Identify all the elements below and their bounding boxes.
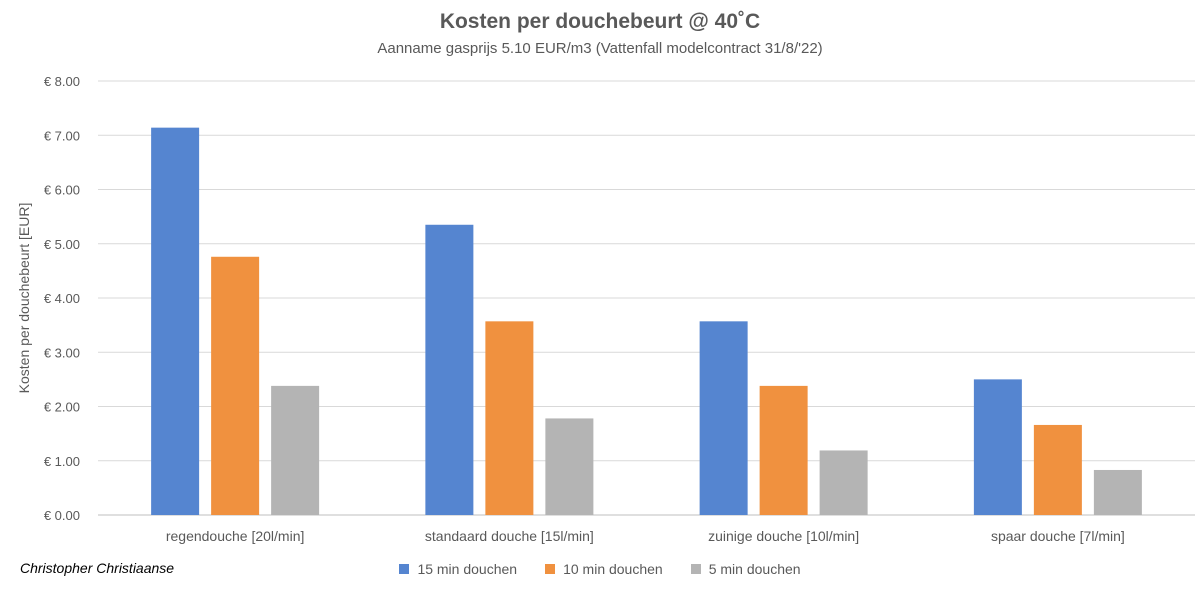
y-tick-label: € 3.00 xyxy=(44,345,80,360)
y-tick-label: € 5.00 xyxy=(44,237,80,252)
legend: 15 min douchen 10 min douchen 5 min douche… xyxy=(0,561,1200,577)
bar-5-min-douchen-2 xyxy=(819,450,868,515)
legend-item: 5 min douchen xyxy=(690,561,801,577)
bar-5-min-douchen-1 xyxy=(545,418,594,515)
y-tick-label: € 0.00 xyxy=(44,508,80,523)
bar-15-min-douchen-0 xyxy=(151,127,200,515)
legend-label: 15 min douchen xyxy=(417,561,518,577)
y-tick-label: € 6.00 xyxy=(44,183,80,198)
legend-swatch xyxy=(545,564,556,574)
legend-label: 5 min douchen xyxy=(708,561,801,577)
x-tick-label: spaar douche [7l/min] xyxy=(991,528,1125,544)
bar-10-min-douchen-2 xyxy=(759,385,808,515)
bar-15-min-douchen-1 xyxy=(425,224,474,515)
legend-label: 10 min douchen xyxy=(563,561,663,577)
bar-15-min-douchen-2 xyxy=(699,321,748,515)
bar-5-min-douchen-3 xyxy=(1093,469,1142,515)
y-tick-label: € 2.00 xyxy=(44,400,80,415)
chart-title: Kosten per douchebeurt @ 40˚C xyxy=(439,10,761,33)
y-tick-label: € 7.00 xyxy=(44,128,80,143)
x-tick-label: standaard douche [15l/min] xyxy=(425,528,594,544)
legend-swatch xyxy=(690,564,701,574)
bar-10-min-douchen-3 xyxy=(1033,424,1082,515)
y-axis-label: Kosten per douchebeurt [EUR] xyxy=(16,203,32,394)
y-tick-label: € 1.00 xyxy=(44,454,80,469)
bar-10-min-douchen-0 xyxy=(211,256,260,515)
x-tick-label: zuinige douche [10l/min] xyxy=(708,528,859,544)
bar-10-min-douchen-1 xyxy=(485,321,534,515)
legend-item: 15 min douchen xyxy=(399,561,517,577)
y-tick-label: € 8.00 xyxy=(44,74,80,89)
legend-swatch xyxy=(399,564,410,574)
y-tick-label: € 4.00 xyxy=(44,291,80,306)
bar-15-min-douchen-3 xyxy=(973,379,1022,515)
chart-subtitle: Aanname gasprijs 5.10 EUR/m3 (Vattenfall… xyxy=(377,40,823,57)
legend-item: 10 min douchen xyxy=(545,561,663,577)
x-tick-label: regendouche [20l/min] xyxy=(166,528,305,544)
author-credit: Christopher Christiaanse xyxy=(20,560,175,576)
bar-5-min-douchen-0 xyxy=(271,385,320,515)
